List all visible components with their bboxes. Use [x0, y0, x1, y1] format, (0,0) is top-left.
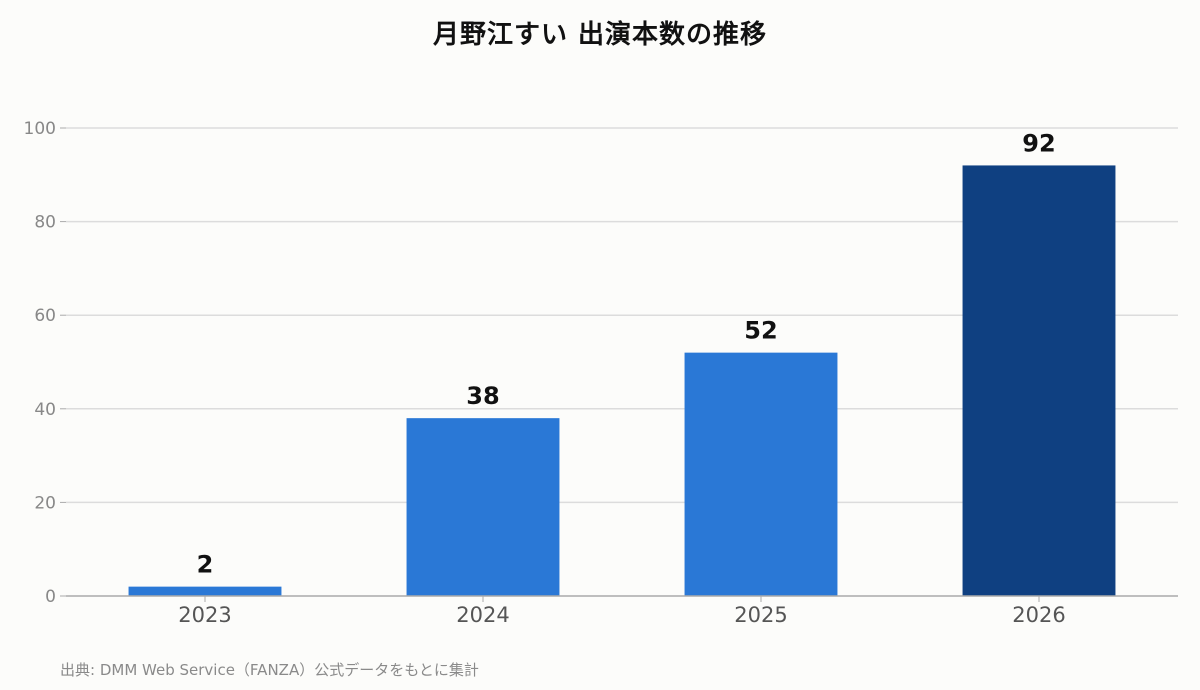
data-label: 92 — [1022, 129, 1055, 157]
y-axis-ticks: 0 20 40 60 80 100 — [24, 119, 66, 607]
chart-title: 月野江すい 出演本数の推移 — [432, 20, 768, 50]
bar — [684, 352, 838, 596]
y-tick-label: 100 — [24, 119, 56, 139]
data-label: 38 — [466, 382, 499, 410]
bar — [406, 418, 560, 596]
x-tick-label: 2025 — [734, 603, 787, 627]
x-axis-ticks: 2023 2024 2025 2026 — [178, 596, 1066, 627]
x-tick-label: 2026 — [1012, 603, 1065, 627]
data-label: 2 — [197, 551, 214, 579]
y-tick-label: 80 — [34, 213, 56, 233]
data-labels: 2 38 52 92 — [197, 129, 1056, 578]
bars — [128, 165, 1116, 596]
x-tick-label: 2023 — [178, 603, 231, 627]
bar — [962, 165, 1116, 596]
x-tick-label: 2024 — [456, 603, 509, 627]
y-tick-label: 40 — [34, 400, 56, 420]
y-tick-label: 20 — [34, 493, 56, 513]
bar — [128, 586, 282, 596]
y-tick-label: 0 — [45, 587, 56, 607]
y-tick-label: 60 — [34, 306, 56, 326]
data-label: 52 — [744, 317, 777, 345]
source-note: 出典: DMM Web Service（FANZA）公式データをもとに集計 — [60, 661, 479, 679]
